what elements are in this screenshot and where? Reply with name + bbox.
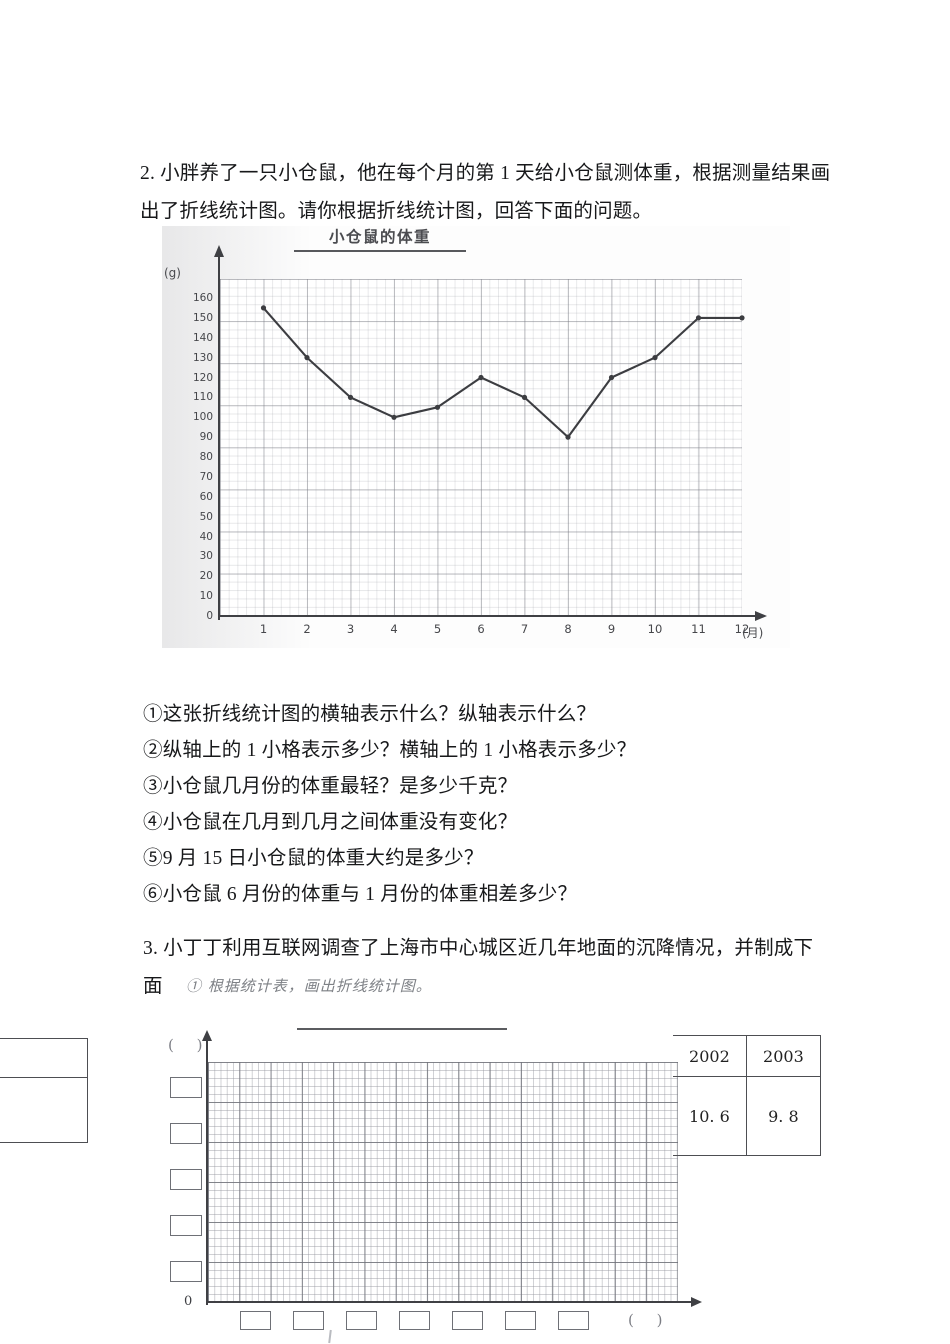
subquestion-1: ①这张折线统计图的横轴表示什么？纵轴表示什么？ xyxy=(143,704,597,725)
x-axis-answer-box[interactable] xyxy=(399,1311,430,1330)
data-point-3 xyxy=(347,394,354,400)
x-axis-answer-box[interactable] xyxy=(346,1311,377,1330)
x-axis-tick-label: 3 xyxy=(346,622,355,636)
y-axis-unit-label: (g) xyxy=(164,266,181,280)
y-axis-tick-label: 90 xyxy=(199,431,213,444)
y-axis-tick-label: 40 xyxy=(199,530,213,543)
x-axis-answer-box[interactable] xyxy=(240,1311,271,1330)
blank-y-axis xyxy=(201,1030,213,1305)
data-point-9 xyxy=(608,374,615,381)
x-axis-tick-label: 2 xyxy=(303,622,311,636)
problem-2-line-1: 2. 小胖养了一只小仓鼠，他在每个月的第 1 天给小仓鼠测体重，根据测量结果画 xyxy=(140,163,831,184)
hamster-weight-line-chart: 小仓鼠的体重 (g) (月) 0 10 20 30 40 50 60 70 80 90 100 110… xyxy=(162,226,790,648)
problem-2-prompt: 2. 小胖养了一只小仓鼠，他在每个月的第 1 天给小仓鼠测体重，根据测量结果画 … xyxy=(140,155,830,231)
y-axis-tick-label: 110 xyxy=(192,391,213,404)
x-axis-tick-label: 4 xyxy=(390,622,398,636)
data-point-12 xyxy=(739,315,745,321)
blank-x-axis xyxy=(207,1296,702,1308)
y-axis-tick-label: 100 xyxy=(192,411,213,424)
blank-title-underline xyxy=(297,1028,507,1031)
table-value-row: 10. 6 9. 8 xyxy=(673,1076,822,1156)
x-axis-tick-label: 9 xyxy=(607,622,616,636)
y-axis-tick-label: 30 xyxy=(199,550,213,563)
y-axis-tick-label: 80 xyxy=(199,451,213,463)
chart-title: 小仓鼠的体重 xyxy=(328,227,431,246)
data-point-2 xyxy=(304,355,310,361)
table-header-2002: 2002 xyxy=(673,1035,747,1077)
x-axis xyxy=(219,609,767,622)
chart-title-underline xyxy=(294,250,466,252)
x-axis-answer-box[interactable] xyxy=(452,1311,483,1330)
data-point-10 xyxy=(652,355,658,361)
y-axis-tick-label: 50 xyxy=(199,510,213,523)
x-axis-answer-box[interactable] xyxy=(293,1311,324,1330)
data-series-line xyxy=(260,305,745,440)
data-point-4 xyxy=(391,414,397,420)
x-axis-tick-label: 11 xyxy=(691,622,706,636)
problem-2-line-2: 出了折线统计图。请你根据折线统计图，回答下面的问题。 xyxy=(140,201,653,222)
y-axis-tick-label: 70 xyxy=(199,470,213,483)
data-point-8 xyxy=(565,434,571,440)
blank-origin-label: 0 xyxy=(184,1294,193,1309)
x-axis-tick-label: 6 xyxy=(477,622,485,636)
x-axis-answer-box[interactable] xyxy=(505,1311,536,1330)
subquestion-6: ⑥小仓鼠 6 月份的体重与 1 月份的体重相差多少？ xyxy=(143,884,578,905)
y-axis-answer-box[interactable] xyxy=(170,1169,202,1190)
table-header-2003: 2003 xyxy=(745,1035,822,1077)
y-axis-answer-box[interactable] xyxy=(170,1215,202,1236)
x-axis-unit-placeholder: ( ) xyxy=(628,1311,672,1329)
blank-plot-grid xyxy=(208,1062,678,1302)
y-axis-tick-label: 0 xyxy=(206,610,213,622)
x-axis-tick-label: 7 xyxy=(520,622,529,636)
x-axis-answer-box[interactable] xyxy=(558,1311,589,1330)
problem-3-line-2: 面 xyxy=(143,976,163,997)
x-axis-tick-label: 12 xyxy=(734,622,750,636)
table-row xyxy=(0,1038,88,1078)
y-axis-tick-label: 10 xyxy=(199,590,213,603)
y-axis-tick-label: 160 xyxy=(192,292,213,304)
y-axis-tick-label: 150 xyxy=(192,311,213,324)
subsidence-data-table: 2002 2003 10. 6 9. 8 xyxy=(673,1035,822,1156)
y-axis-answer-box[interactable] xyxy=(170,1261,202,1282)
y-axis-answer-box[interactable] xyxy=(170,1123,202,1144)
y-axis-unit-placeholder: ( ) xyxy=(168,1036,212,1054)
table-value-2002: 10. 6 xyxy=(673,1076,747,1156)
y-axis-tick-label: 120 xyxy=(192,371,213,384)
subquestion-2: ②纵轴上的 1 小格表示多少？横轴上的 1 小格表示多少？ xyxy=(143,740,637,761)
x-axis-tick-label: 10 xyxy=(647,622,663,636)
x-axis-unit-label: (月) xyxy=(742,626,764,640)
data-point-7 xyxy=(521,394,528,400)
y-axis-tick-label: 130 xyxy=(192,351,213,364)
statistics-table-left-fragment xyxy=(0,1038,88,1143)
data-point-1 xyxy=(260,305,267,311)
y-axis xyxy=(212,245,225,620)
x-axis-tick-label: 5 xyxy=(433,622,442,636)
chart-plot-area xyxy=(220,279,742,616)
blank-line-chart-worksheet: ( ) 0 ( ) xyxy=(132,1022,832,1344)
subquestion-3: ③小仓鼠几月份的体重最轻？是多少千克？ xyxy=(143,776,518,797)
table-row xyxy=(0,1077,88,1143)
y-axis-tick-label: 20 xyxy=(199,570,213,583)
y-axis-answer-box[interactable] xyxy=(170,1077,202,1098)
table-header-row: 2002 2003 xyxy=(673,1035,822,1077)
x-axis-tick-label: 1 xyxy=(259,622,268,636)
y-axis-tick-label: 60 xyxy=(199,490,213,503)
x-axis-tick-label: 8 xyxy=(564,622,572,636)
problem-3-line-1: 3. 小丁丁利用互联网调查了上海市中心城区近几年地面的沉降情况，并制成下 xyxy=(143,938,814,959)
data-point-5 xyxy=(434,404,441,410)
y-axis-tick-label: 140 xyxy=(192,331,213,344)
data-point-6 xyxy=(478,374,484,381)
data-point-11 xyxy=(695,315,702,321)
table-value-2003: 9. 8 xyxy=(745,1076,822,1156)
problem-3-prompt: 3. 小丁丁利用互联网调查了上海市中心城区近几年地面的沉降情况，并制成下 面 xyxy=(143,930,843,1006)
problem-2-subquestions: ①这张折线统计图的横轴表示什么？纵轴表示什么？ ②纵轴上的 1 小格表示多少？横… xyxy=(143,697,703,913)
subquestion-5: ⑤9 月 15 日小仓鼠的体重大约是多少？ xyxy=(143,848,484,869)
handwritten-instruction: ① 根据统计表，画出折线统计图。 xyxy=(186,977,432,995)
subquestion-4: ④小仓鼠在几月到几月之间体重没有变化？ xyxy=(143,812,518,833)
